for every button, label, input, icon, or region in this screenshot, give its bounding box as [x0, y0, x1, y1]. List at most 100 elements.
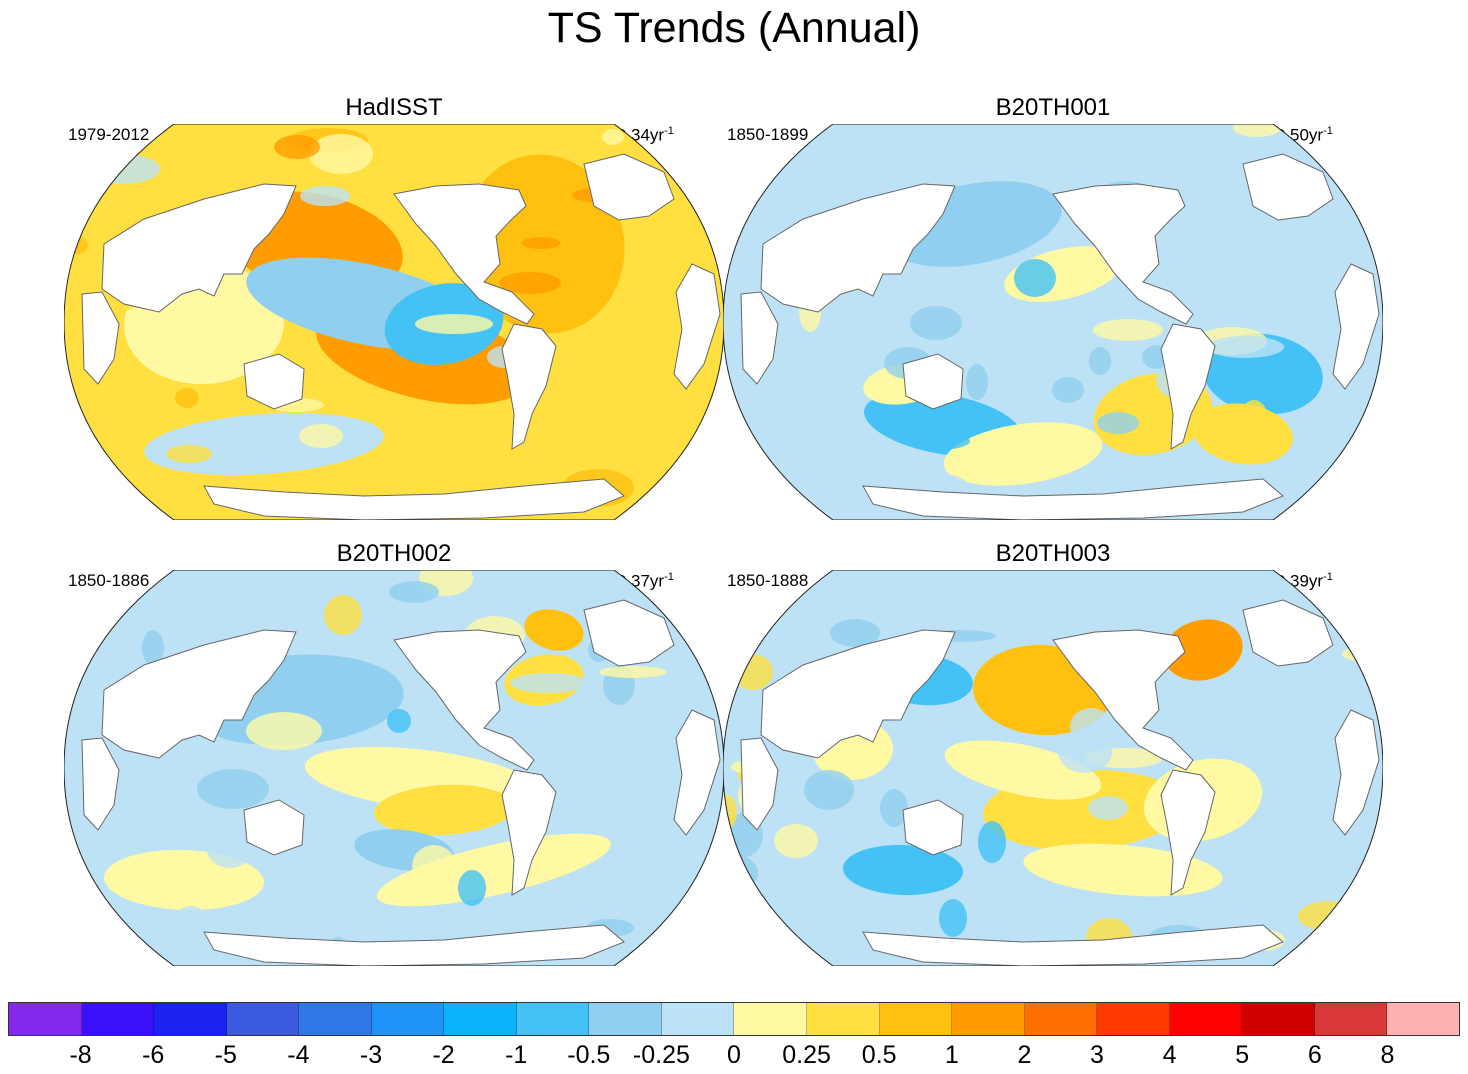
trend-patch — [82, 154, 160, 184]
colorbar-box — [879, 1003, 953, 1035]
colorbar-label: 0.25 — [782, 1041, 831, 1069]
trend-patch — [1298, 901, 1360, 931]
trend-region — [376, 833, 612, 907]
map-panel-b20th001: B20TH001 1850-1899 C 50yr-1 — [723, 94, 1383, 534]
field-layer — [723, 570, 1383, 966]
land-mass — [101, 629, 297, 759]
trend-patch — [246, 712, 322, 750]
trend-region — [1193, 403, 1293, 465]
colorbar-labels: -8 -6 -5 -4 -3 -2 -1 -0.5 -0.25 0 0.25 0.5 1 2 3 4 5 6 8 — [0, 1040, 1468, 1074]
colorbar-label: -2 — [432, 1041, 455, 1069]
land-mass — [902, 353, 964, 410]
trend-patch — [1173, 236, 1197, 266]
trend-patch — [939, 899, 967, 937]
colorbar-box — [1024, 1003, 1098, 1035]
colorbar-label: 1 — [944, 1041, 959, 1069]
colorbar-box — [807, 1003, 880, 1035]
panel-period: 1979-2012 — [68, 125, 150, 144]
figure-title: TS Trends (Annual) — [547, 4, 921, 52]
trend-patch — [197, 769, 269, 809]
land-mass — [1052, 629, 1194, 771]
trend-patch — [499, 272, 561, 294]
colorbar-box — [444, 1003, 517, 1035]
trend-patch — [64, 491, 110, 520]
land-mass — [673, 709, 721, 836]
land-mass — [393, 183, 535, 325]
trend-patch — [389, 581, 439, 603]
land-mass — [760, 629, 956, 759]
land-mass — [501, 769, 557, 896]
trend-patch — [677, 149, 724, 181]
trend-patch — [1241, 400, 1267, 432]
trend-patch — [1097, 412, 1139, 434]
trend-patch — [774, 824, 818, 858]
trend-patch — [978, 821, 1006, 863]
world-map-hadisst — [64, 124, 724, 520]
land-mass — [862, 478, 1284, 520]
trend-patch — [68, 477, 112, 515]
land-mass — [740, 737, 779, 831]
colorbar-label: -0.25 — [632, 1041, 690, 1069]
colorbar-label: 0 — [727, 1041, 741, 1069]
world-map-b20th003 — [723, 570, 1383, 966]
trend-region — [374, 784, 514, 836]
colorbar-label: -3 — [359, 1041, 383, 1069]
field-layer — [64, 570, 724, 966]
colorbar-box — [1387, 1003, 1459, 1035]
trend-patch — [1088, 796, 1128, 820]
land-mass — [1160, 769, 1216, 896]
colorbar-box — [81, 1003, 155, 1035]
colorbar-label: 6 — [1307, 1041, 1322, 1069]
land-mass — [393, 629, 535, 771]
colorbar-label: -8 — [69, 1041, 92, 1069]
trend-patch — [387, 709, 411, 733]
map-outline — [723, 124, 1383, 520]
trend-region — [524, 609, 584, 651]
land-mass — [583, 599, 675, 667]
trend-patch — [75, 907, 105, 937]
colorbar-label: -4 — [287, 1041, 310, 1069]
trend-patch — [723, 323, 745, 349]
land-mass — [203, 924, 625, 966]
panel-title: B20TH002 — [336, 540, 452, 567]
colorbar — [8, 1002, 1460, 1036]
colorbar-box — [1314, 1003, 1388, 1035]
colorbar-label: -5 — [214, 1041, 237, 1069]
trend-patch — [412, 845, 456, 887]
trend-patch — [955, 594, 977, 610]
trend-patch — [1052, 377, 1084, 403]
trend-patch — [300, 186, 350, 206]
trend-patch — [599, 666, 667, 678]
colorbar-box — [1242, 1003, 1315, 1035]
colorbar-label: 0.5 — [861, 1041, 897, 1069]
colorbar-box — [952, 1003, 1025, 1035]
colorbar-label: 2 — [1017, 1041, 1032, 1069]
world-map-b20th001 — [723, 124, 1383, 520]
trend-patch — [309, 134, 373, 174]
colorbar-box — [516, 1003, 590, 1035]
land-mass — [1242, 599, 1334, 667]
trend-patch — [966, 364, 988, 400]
panel-period: 1850-1886 — [68, 571, 150, 590]
panel-period: 1850-1899 — [727, 125, 809, 144]
trend-patch — [458, 870, 486, 906]
panel-title: B20TH001 — [995, 94, 1111, 121]
trend-patch — [538, 761, 586, 781]
trend-patch — [880, 789, 908, 827]
trend-patch — [377, 362, 411, 378]
colorbar-box — [299, 1003, 372, 1035]
land-mass — [1160, 323, 1216, 450]
trend-patch — [510, 673, 588, 693]
colorbar-box — [734, 1003, 808, 1035]
colorbar-label: 8 — [1380, 1041, 1395, 1069]
colorbar-label: 5 — [1235, 1041, 1250, 1069]
trend-region — [944, 740, 1102, 800]
trend-patch — [274, 135, 320, 159]
trend-patch — [723, 368, 763, 396]
trend-patch — [1014, 259, 1056, 297]
land-mass — [203, 478, 625, 520]
land-mass — [583, 153, 675, 221]
land-mass — [673, 263, 721, 390]
map-outline — [64, 124, 724, 520]
colorbar-label: 3 — [1090, 1041, 1104, 1069]
